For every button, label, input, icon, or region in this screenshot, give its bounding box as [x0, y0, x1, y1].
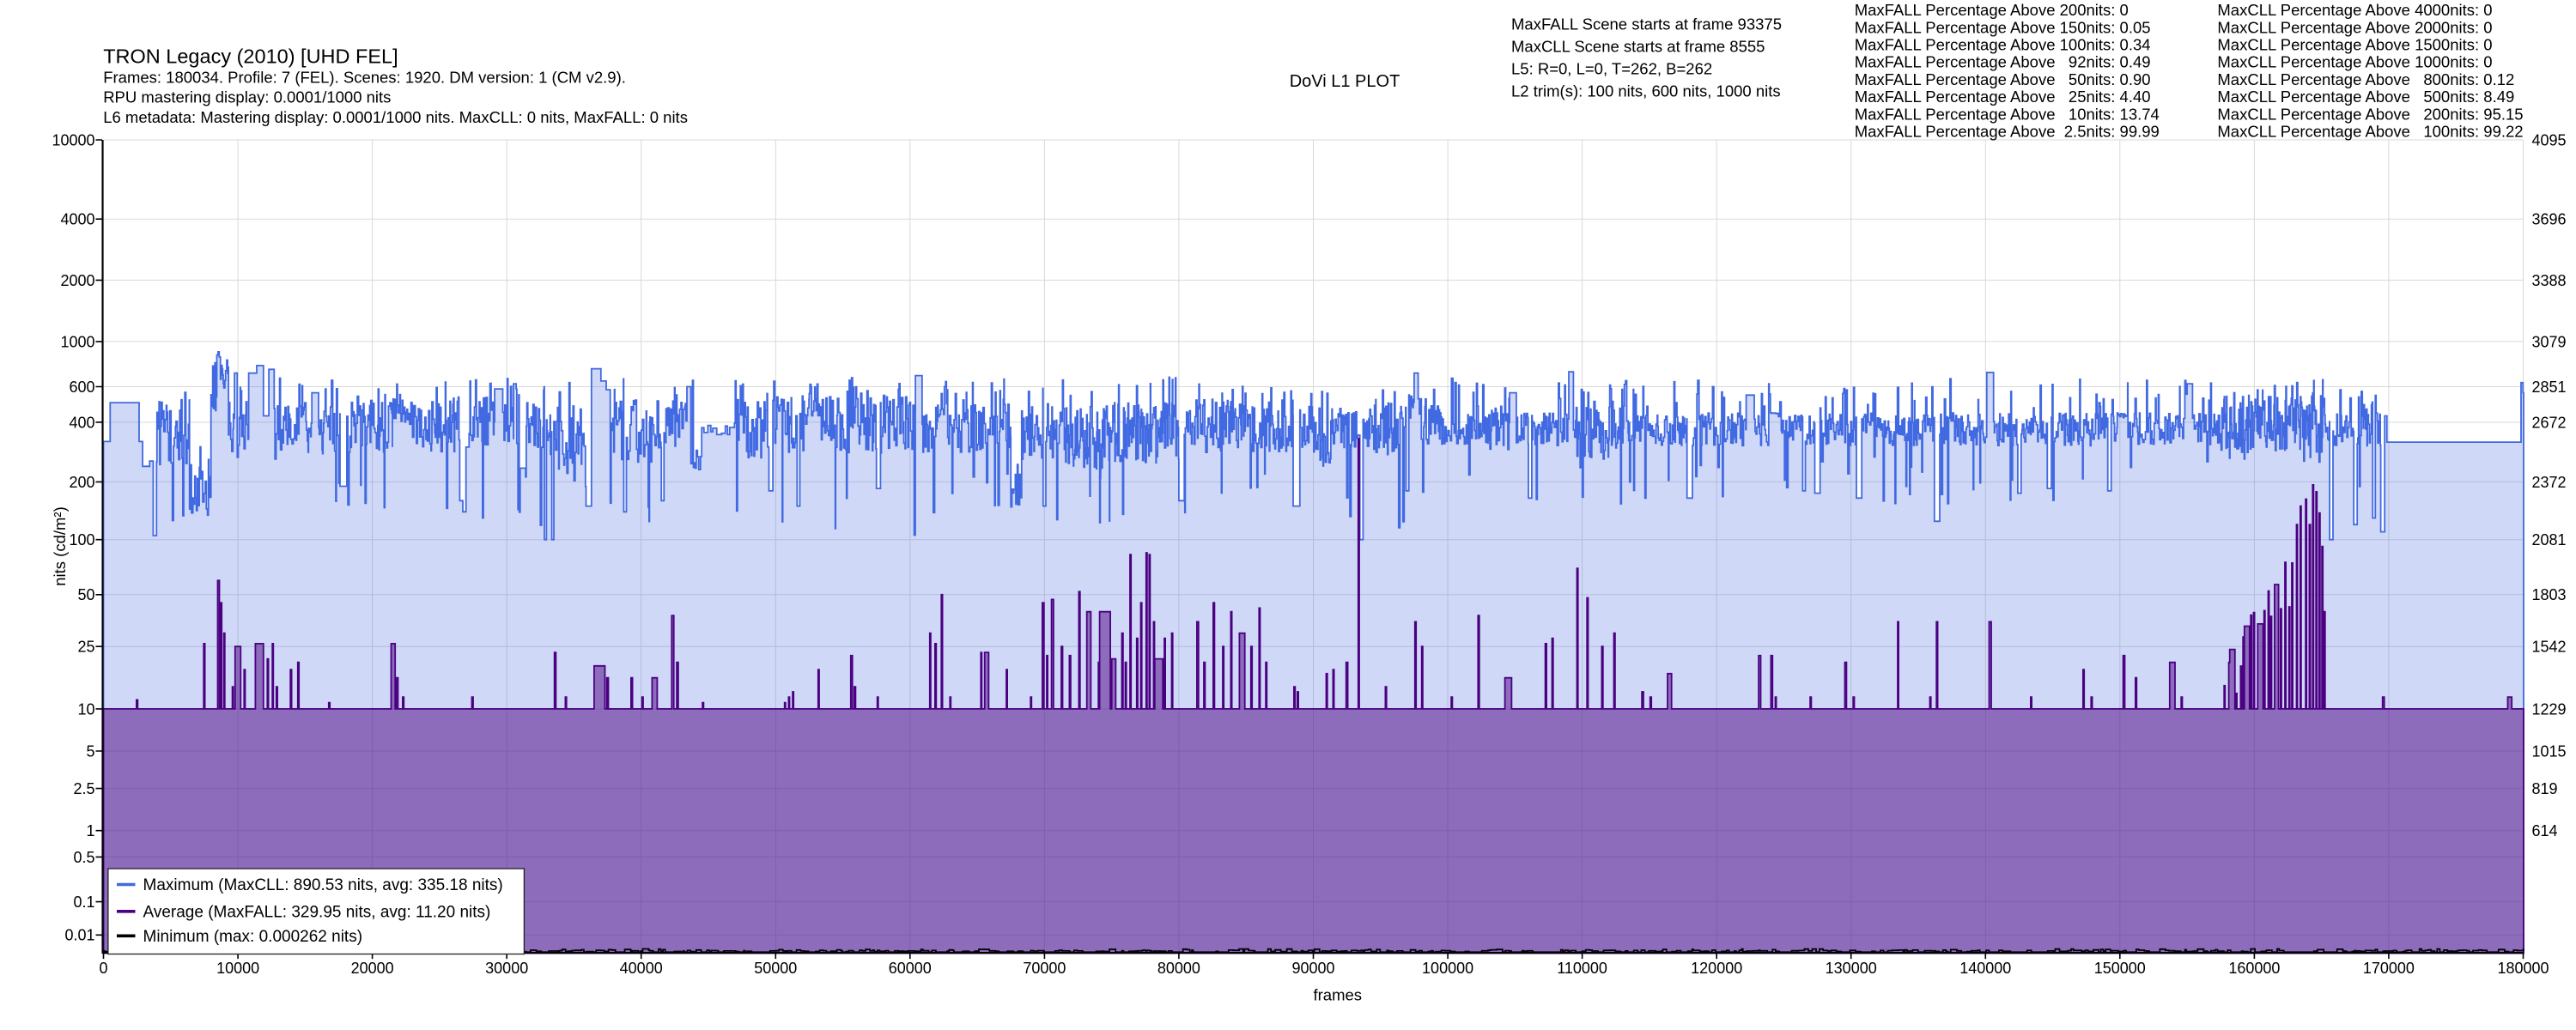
- svg-text:140000: 140000: [1959, 960, 2011, 977]
- svg-text:MaxFALL Percentage Above 2.5n: MaxFALL Percentage Above 2.5nits: 99.99: [1855, 123, 2160, 141]
- svg-text:0.01: 0.01: [64, 927, 94, 944]
- svg-text:180000: 180000: [2497, 960, 2549, 977]
- svg-text:MaxFALL Percentage Above 10n: MaxFALL Percentage Above 10nits: 13.74: [1855, 105, 2160, 123]
- svg-text:MaxCLL Percentage Above 200n: MaxCLL Percentage Above 200nits: 95.15: [2217, 105, 2523, 123]
- svg-text:2372: 2372: [2532, 474, 2567, 491]
- svg-text:MaxCLL Scene starts at frame 8: MaxCLL Scene starts at frame 8555: [1511, 38, 1765, 56]
- svg-text:1000: 1000: [60, 333, 94, 350]
- svg-text:10000: 10000: [52, 131, 94, 148]
- svg-text:160000: 160000: [2228, 960, 2280, 977]
- svg-text:1542: 1542: [2532, 639, 2567, 656]
- svg-text:0.5: 0.5: [73, 849, 94, 866]
- svg-text:2.5: 2.5: [73, 780, 94, 797]
- svg-text:1229: 1229: [2532, 700, 2567, 718]
- svg-text:MaxCLL Percentage Above 2000ni: MaxCLL Percentage Above 2000nits: 0: [2217, 18, 2492, 36]
- svg-text:150000: 150000: [2094, 960, 2146, 977]
- svg-text:1015: 1015: [2532, 742, 2567, 760]
- svg-text:L6 metadata: Mastering display: L6 metadata: Mastering display: 0.0001/1…: [103, 108, 688, 126]
- svg-text:3079: 3079: [2532, 333, 2567, 350]
- svg-text:MaxFALL Percentage Above 150ni: MaxFALL Percentage Above 150nits: 0.05: [1855, 18, 2151, 36]
- svg-text:MaxFALL Scene starts at frame: MaxFALL Scene starts at frame 93375: [1511, 15, 1782, 33]
- svg-text:MaxFALL Percentage Above 50n: MaxFALL Percentage Above 50nits: 0.90: [1855, 70, 2151, 88]
- svg-text:DoVi L1 PLOT: DoVi L1 PLOT: [1290, 72, 1400, 91]
- svg-text:L5: R=0, L=0, T=262, B=262: L5: R=0, L=0, T=262, B=262: [1511, 60, 1712, 78]
- svg-text:20000: 20000: [351, 960, 394, 977]
- svg-text:Frames: 180034. Profile: 7 (FE: Frames: 180034. Profile: 7 (FEL). Scenes…: [103, 68, 626, 86]
- svg-text:MaxCLL Percentage Above 500n: MaxCLL Percentage Above 500nits: 8.49: [2217, 88, 2514, 106]
- svg-text:0.1: 0.1: [73, 894, 94, 911]
- svg-text:614: 614: [2532, 822, 2558, 839]
- svg-text:400: 400: [69, 414, 94, 431]
- svg-text:70000: 70000: [1023, 960, 1066, 977]
- svg-text:10: 10: [77, 700, 94, 718]
- svg-text:L2 trim(s): 100 nits, 600 nits: L2 trim(s): 100 nits, 600 nits, 1000 nit…: [1511, 82, 1781, 100]
- svg-text:25: 25: [77, 639, 94, 656]
- svg-text:40000: 40000: [620, 960, 663, 977]
- svg-text:50000: 50000: [754, 960, 797, 977]
- svg-text:MaxCLL Percentage Above 1000ni: MaxCLL Percentage Above 1000nits: 0: [2217, 53, 2492, 71]
- svg-text:4000: 4000: [60, 211, 94, 228]
- svg-text:Maximum (MaxCLL: 890.53 nits,: Maximum (MaxCLL: 890.53 nits, avg: 335.1…: [143, 876, 503, 894]
- svg-text:Average (MaxFALL: 329.95 nits,: Average (MaxFALL: 329.95 nits, avg: 11.2…: [143, 904, 491, 922]
- svg-text:nits (cd/m²): nits (cd/m²): [51, 506, 69, 586]
- svg-text:MaxFALL Percentage Above 92n: MaxFALL Percentage Above 92nits: 0.49: [1855, 53, 2151, 71]
- svg-text:30000: 30000: [485, 960, 528, 977]
- svg-text:3388: 3388: [2532, 272, 2567, 289]
- svg-text:frames: frames: [1314, 986, 1363, 1004]
- svg-text:819: 819: [2532, 780, 2558, 797]
- svg-text:80000: 80000: [1157, 960, 1200, 977]
- svg-text:110000: 110000: [1557, 960, 1607, 977]
- svg-text:RPU mastering display: 0.0001/: RPU mastering display: 0.0001/1000 nits: [103, 88, 391, 106]
- svg-text:2000: 2000: [60, 272, 94, 289]
- svg-text:1: 1: [86, 822, 94, 839]
- svg-text:600: 600: [69, 379, 94, 396]
- svg-text:50: 50: [77, 586, 94, 603]
- svg-text:5: 5: [86, 742, 94, 760]
- svg-text:170000: 170000: [2363, 960, 2415, 977]
- svg-text:MaxFALL Percentage Above 200ni: MaxFALL Percentage Above 200nits: 0: [1855, 1, 2129, 19]
- svg-text:120000: 120000: [1691, 960, 1742, 977]
- svg-text:0: 0: [99, 960, 107, 977]
- svg-text:2851: 2851: [2532, 379, 2567, 396]
- svg-text:MaxFALL Percentage Above 100ni: MaxFALL Percentage Above 100nits: 0.34: [1855, 36, 2151, 54]
- svg-text:3696: 3696: [2532, 211, 2567, 228]
- svg-text:200: 200: [69, 474, 94, 491]
- svg-text:Minimum (max: 0.000262 nits): Minimum (max: 0.000262 nits): [143, 928, 363, 946]
- svg-text:100: 100: [69, 531, 94, 548]
- svg-text:4095: 4095: [2532, 131, 2567, 148]
- svg-text:1803: 1803: [2532, 586, 2567, 603]
- svg-text:MaxFALL Percentage Above 25n: MaxFALL Percentage Above 25nits: 4.40: [1855, 88, 2151, 106]
- svg-text:2672: 2672: [2532, 414, 2567, 431]
- svg-text:MaxCLL Percentage Above 1500ni: MaxCLL Percentage Above 1500nits: 0: [2217, 36, 2492, 54]
- svg-text:90000: 90000: [1291, 960, 1334, 977]
- svg-text:MaxCLL Percentage Above 800n: MaxCLL Percentage Above 800nits: 0.12: [2217, 70, 2514, 88]
- svg-text:100000: 100000: [1422, 960, 1473, 977]
- svg-text:60000: 60000: [889, 960, 932, 977]
- svg-text:MaxCLL Percentage Above 4000ni: MaxCLL Percentage Above 4000nits: 0: [2217, 1, 2492, 19]
- svg-text:130000: 130000: [1826, 960, 1877, 977]
- svg-text:MaxCLL Percentage Above 100n: MaxCLL Percentage Above 100nits: 99.22: [2217, 123, 2523, 141]
- svg-text:TRON Legacy (2010) [UHD FEL]: TRON Legacy (2010) [UHD FEL]: [103, 45, 398, 68]
- svg-text:2081: 2081: [2532, 531, 2567, 548]
- svg-text:10000: 10000: [216, 960, 259, 977]
